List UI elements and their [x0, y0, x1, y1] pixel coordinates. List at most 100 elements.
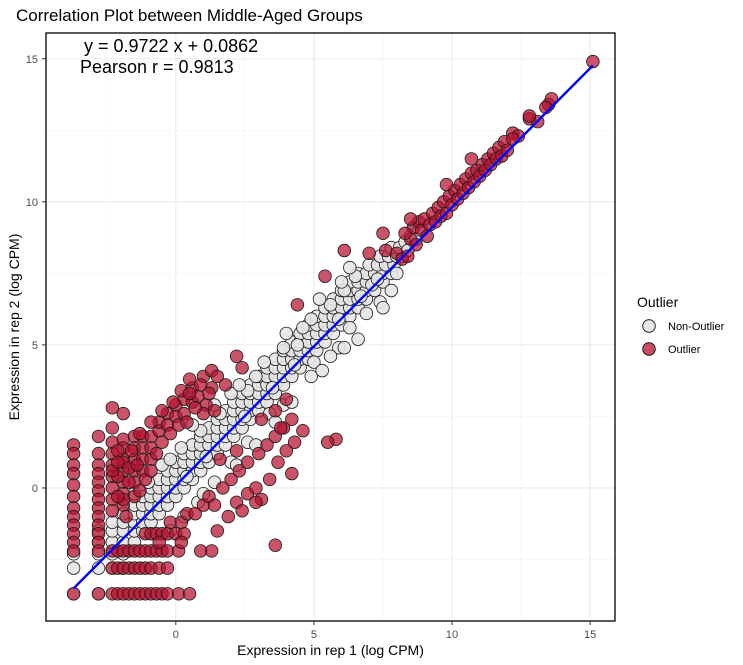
legend-title: Outlier — [637, 294, 679, 310]
outlier-point — [376, 226, 390, 241]
outlier-point — [290, 298, 305, 312]
outlier-point — [252, 446, 266, 461]
x-tick-label: 15 — [584, 629, 596, 641]
outlier-point — [235, 361, 249, 375]
non-outlier-point — [174, 441, 189, 455]
non-outlier-point — [304, 312, 318, 326]
outlier-point — [586, 54, 600, 69]
plot-panel-border — [45, 32, 616, 622]
x-tick-label: 0 — [173, 629, 179, 641]
outlier-point — [379, 243, 393, 258]
outlier-point — [182, 386, 197, 401]
outlier-point — [144, 464, 158, 478]
non-outlier-point — [337, 341, 352, 355]
outlier-point — [130, 458, 144, 472]
outlier-point — [221, 509, 236, 524]
outlier-point — [133, 426, 147, 441]
outlier-point — [66, 466, 81, 481]
outlier-point — [182, 587, 197, 601]
regression-line — [72, 64, 594, 590]
outlier-point — [119, 509, 133, 524]
outlier-point — [210, 369, 225, 384]
legend-key-outlier — [642, 342, 656, 356]
pearson-annotation: Pearson r = 0.9813 — [80, 57, 234, 77]
non-outlier-point — [323, 298, 338, 312]
outlier-point — [182, 372, 197, 386]
outlier-point — [91, 446, 106, 461]
legend-label-outlier: Outlier — [668, 344, 701, 356]
x-tick-label: 10 — [446, 629, 458, 641]
non-outlier-point — [334, 275, 349, 289]
y-axis-ticks: 0 5 10 15 — [26, 54, 46, 495]
non-outlier-point — [307, 355, 321, 369]
outlier-point — [464, 152, 479, 166]
outlier-point — [229, 444, 244, 458]
outlier-point — [207, 404, 222, 418]
outlier-point — [287, 435, 302, 449]
non-outlier-point — [359, 306, 374, 321]
outlier-point — [268, 538, 283, 552]
legend-key-non-outlier — [642, 319, 656, 333]
outlier-point — [202, 386, 216, 401]
outlier-point — [66, 489, 81, 504]
outlier-point — [279, 444, 294, 458]
outlier-point — [235, 504, 249, 518]
outlier-point — [66, 587, 81, 601]
outlier-point — [188, 401, 202, 415]
outlier-point — [254, 412, 269, 427]
outlier-point — [321, 435, 335, 449]
outlier-point — [105, 401, 120, 415]
outlier-point — [401, 249, 415, 263]
outlier-point — [66, 478, 81, 492]
outlier-point — [111, 444, 125, 458]
x-axis-ticks: 0 5 10 15 — [173, 621, 596, 641]
outlier-point — [260, 438, 274, 452]
non-outlier-point — [296, 321, 310, 335]
outlier-point — [144, 415, 158, 429]
legend: Outlier Non-Outlier Outlier — [637, 294, 725, 356]
y-tick-label: 5 — [32, 340, 38, 352]
outlier-point — [398, 226, 412, 241]
outlier-point — [403, 212, 418, 226]
outlier-point — [362, 246, 376, 261]
regression-equation: y = 0.9722 x + 0.0862 — [84, 36, 258, 56]
outlier-point — [66, 446, 81, 461]
outlier-point — [160, 561, 175, 575]
outlier-point — [91, 544, 106, 558]
outlier-point — [111, 489, 125, 504]
non-outlier-point — [276, 341, 291, 355]
outlier-point — [152, 535, 166, 550]
outlier-point — [213, 452, 227, 467]
outlier-point — [229, 349, 244, 364]
outlier-point — [318, 269, 332, 283]
non-outlier-point — [376, 301, 390, 315]
outlier-point — [174, 535, 189, 550]
non-outlier-point — [249, 369, 263, 384]
outlier-point — [279, 392, 294, 406]
outlier-point — [105, 421, 120, 435]
outlier-point — [249, 481, 263, 495]
non-outlier-point — [370, 272, 385, 286]
outlier-point — [91, 587, 106, 601]
outlier-point — [133, 484, 147, 498]
non-outlier-point — [390, 266, 404, 281]
non-outlier-point — [315, 363, 329, 378]
outlier-point — [207, 498, 222, 512]
non-outlier-point — [351, 332, 365, 346]
outlier-point — [296, 424, 310, 438]
outlier-point — [268, 404, 283, 418]
outlier-point — [249, 495, 263, 510]
x-axis-label: Expression in rep 1 (log CPM) — [237, 642, 424, 658]
non-outlier-point — [163, 452, 178, 467]
outlier-point — [232, 464, 247, 478]
legend-label-non-outlier: Non-Outlier — [668, 321, 725, 333]
outlier-point — [337, 243, 352, 258]
non-outlier-point — [257, 355, 271, 369]
outlier-point — [240, 455, 255, 469]
non-outlier-point — [232, 378, 247, 392]
non-outlier-point — [343, 321, 357, 335]
outlier-point — [218, 378, 233, 392]
non-outlier-point — [304, 369, 318, 384]
outlier-point — [263, 472, 277, 487]
outlier-point — [522, 109, 537, 123]
